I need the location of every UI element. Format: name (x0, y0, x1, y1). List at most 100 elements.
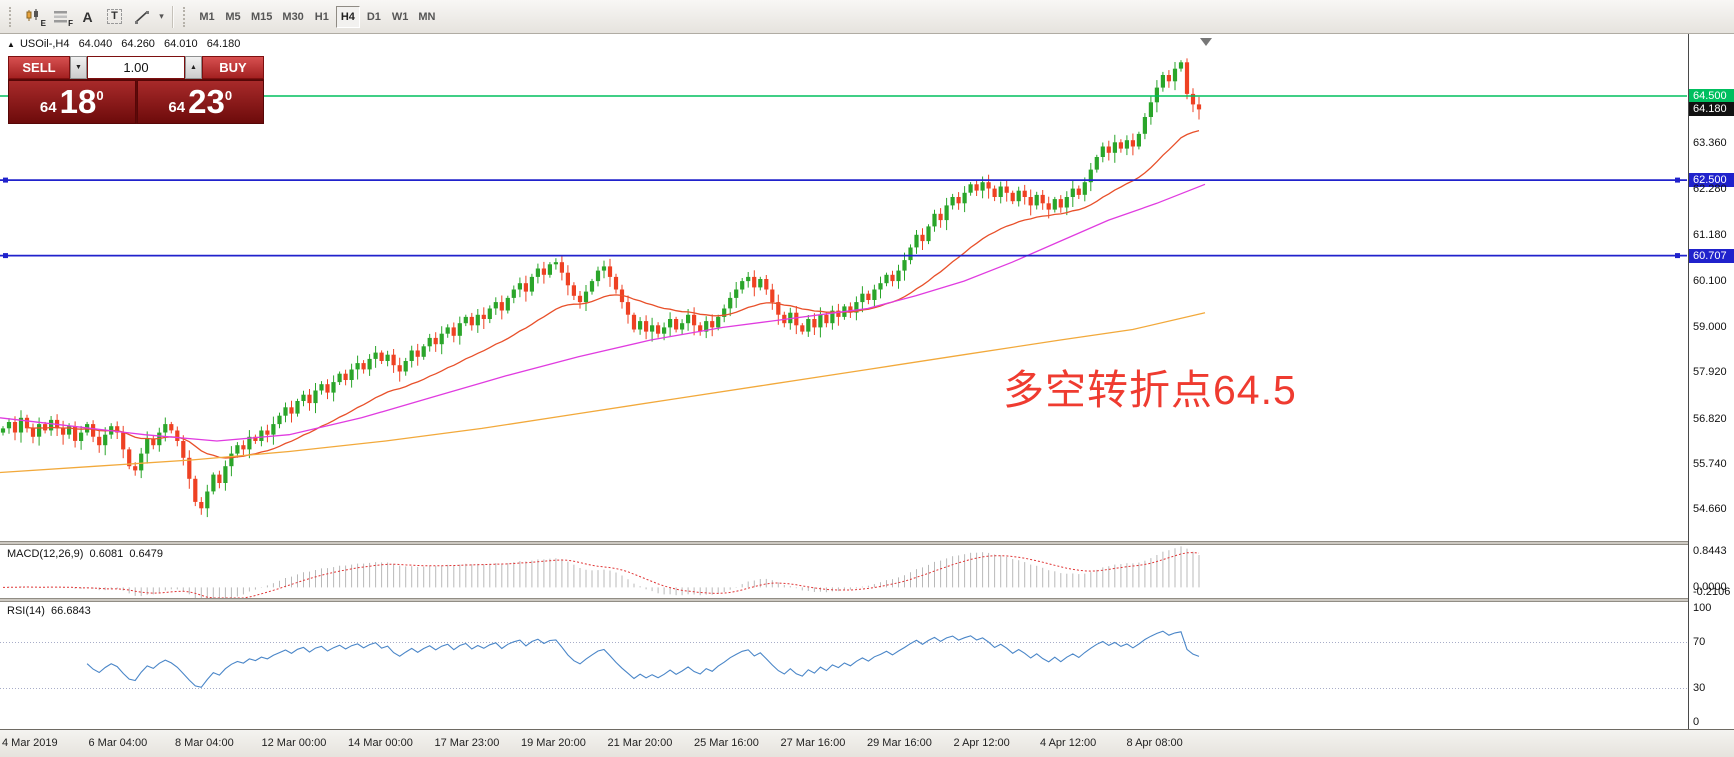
macd-axis-label: 0.8443 (1693, 545, 1727, 557)
time-axis[interactable]: 4 Mar 2019 6 Mar 04:00 8 Mar 04:00 12 Mar 0… (0, 729, 1734, 757)
sell-price-sup: 0 (96, 88, 104, 103)
price-tag-blue: 62.500 (1689, 173, 1734, 188)
price-axis-label: 63.360 (1693, 137, 1727, 150)
tf-button-m5[interactable]: M5 (225, 10, 241, 23)
price-axis-label: 55.740 (1693, 458, 1727, 471)
panel-separator[interactable] (0, 541, 1734, 545)
tf-button-d1[interactable]: D1 (366, 10, 381, 23)
volume-increase-button[interactable]: ▲ (185, 56, 202, 79)
tf-button-mn[interactable]: MN (418, 10, 436, 23)
buy-price-prefix: 64 (168, 98, 186, 116)
list-grid-icon (53, 10, 67, 22)
tf-button-m1[interactable]: M1 (199, 10, 215, 23)
price-tag-blue: 60.707 (1689, 248, 1734, 263)
triangle-down-icon: ▼ (75, 64, 82, 71)
time-axis-label: 19 Mar 20:00 (521, 737, 586, 749)
rsi-axis-label: 30 (1693, 682, 1706, 694)
ohlc-open: 64.040 (78, 38, 113, 50)
price-tag-black: 64.180 (1689, 102, 1734, 117)
price-axis[interactable]: 64.500 64.180 63.360 62.500 62.280 61.180 60.7… (1688, 34, 1734, 729)
time-axis-label: 4 Apr 12:00 (1040, 737, 1097, 749)
one-click-trading-panel: SELL ▼ ▲ BUY 64 18 0 64 23 0 (8, 56, 264, 124)
buy-button[interactable]: BUY (202, 56, 264, 79)
draw-tools-dropdown[interactable]: ▾ (155, 5, 168, 29)
rsi-title: RSI(14) (7, 605, 45, 617)
triangle-up-icon: ▲ (190, 64, 197, 71)
time-axis-label: 6 Mar 04:00 (88, 737, 148, 749)
toolbar-grip[interactable] (9, 6, 15, 27)
chevron-down-icon: ▾ (159, 11, 164, 21)
rsi-axis-label: 70 (1693, 636, 1706, 648)
rsi-indicator-panel[interactable] (0, 602, 1687, 729)
tf-button-m15[interactable]: M15 (251, 10, 273, 23)
chart-annotation-text[interactable]: 多空转折点64.5 (1003, 367, 1297, 413)
price-axis-label: 57.920 (1693, 366, 1727, 379)
time-axis-label: 14 Mar 00:00 (348, 737, 413, 749)
rsi-axis-label: 100 (1693, 602, 1712, 614)
tf-button-h4[interactable]: H4 (335, 5, 360, 28)
macd-title: MACD(12,26,9) (7, 548, 84, 560)
tf-button-h1[interactable]: H1 (314, 10, 329, 23)
top-toolbar: E F A T ▾ M1 M5 M15 M30 H1 H4 D1 W1 MN (0, 0, 1734, 34)
price-axis-label: 56.820 (1693, 412, 1727, 425)
price-axis-label: 54.660 (1693, 503, 1727, 516)
collapse-arrow-icon[interactable]: ▲ (7, 40, 15, 49)
price-axis-label: 62.280 (1693, 182, 1727, 195)
sell-price-prefix: 64 (39, 98, 57, 116)
volume-input[interactable] (87, 56, 185, 79)
time-axis-label: 27 Mar 16:00 (780, 737, 846, 749)
font-label-button[interactable]: A (74, 5, 101, 29)
buy-price-display[interactable]: 64 23 0 (136, 80, 264, 124)
chart-templates-button[interactable]: E (20, 5, 47, 29)
rsi-label: RSI(14) 66.6843 (7, 605, 91, 617)
ohlc-low: 64.010 (164, 38, 198, 50)
price-axis-label: 59.000 (1693, 320, 1727, 333)
buy-price-big: 23 (188, 83, 225, 120)
sell-price-display[interactable]: 64 18 0 (8, 80, 136, 124)
tf-button-w1[interactable]: W1 (391, 10, 409, 23)
chart-window: ▲ USOil-,H4 64.040 64.260 64.010 64.180 … (0, 34, 1734, 757)
toolbar-grip[interactable] (183, 6, 189, 27)
rsi-value: 66.6843 (51, 605, 91, 617)
sell-price-big: 18 (59, 83, 97, 120)
panel-separator[interactable] (0, 598, 1734, 602)
macd-value-signal: 0.6479 (129, 548, 163, 560)
candlestick-chart-icon (26, 8, 38, 21)
trendline-icon (134, 10, 149, 24)
time-axis-label: 12 Mar 00:00 (261, 737, 327, 749)
toolbar-separator (172, 5, 174, 28)
time-axis-label: 4 Mar 2019 (2, 737, 58, 749)
letter-a-icon: A (82, 8, 93, 25)
time-axis-label: 25 Mar 16:00 (694, 737, 759, 749)
time-axis-label: 17 Mar 23:00 (434, 737, 500, 749)
time-axis-label: 29 Mar 16:00 (867, 737, 932, 749)
macd-value-main: 0.6081 (89, 548, 124, 560)
price-axis-label: 60.100 (1693, 274, 1727, 287)
time-axis-label: 8 Apr 08:00 (1126, 737, 1183, 749)
ohlc-close: 64.180 (206, 38, 241, 50)
tf-button-m30[interactable]: M30 (282, 10, 304, 23)
symbol-info: ▲ USOil-,H4 64.040 64.260 64.010 64.180 (7, 38, 246, 50)
macd-axis-label: -0.2106 (1693, 586, 1731, 598)
draw-tools-button[interactable] (128, 5, 155, 29)
icon-sub-letter: E (40, 18, 46, 28)
macd-label: MACD(12,26,9) 0.6081 0.6479 (7, 548, 163, 560)
price-axis-label: 61.180 (1693, 229, 1727, 242)
data-window-button[interactable]: F (47, 5, 74, 29)
price-chart[interactable] (0, 34, 1687, 541)
macd-indicator-panel[interactable] (0, 545, 1687, 598)
icon-sub-letter: F (68, 18, 73, 28)
buy-price-sup: 0 (224, 88, 233, 103)
ohlc-high: 64.260 (121, 38, 155, 50)
price-tag-green: 64.500 (1689, 89, 1734, 103)
text-object-button[interactable]: T (101, 5, 128, 29)
macd-axis-label: 0.0000 (1693, 580, 1727, 593)
time-axis-label: 2 Apr 12:00 (953, 737, 1010, 749)
rsi-axis-label: 0 (1693, 716, 1700, 728)
text-box-icon: T (107, 9, 122, 24)
time-axis-label: 8 Mar 04:00 (175, 737, 234, 749)
volume-decrease-button[interactable]: ▼ (70, 56, 87, 79)
time-axis-label: 21 Mar 20:00 (607, 737, 673, 749)
sell-button[interactable]: SELL (8, 56, 70, 79)
